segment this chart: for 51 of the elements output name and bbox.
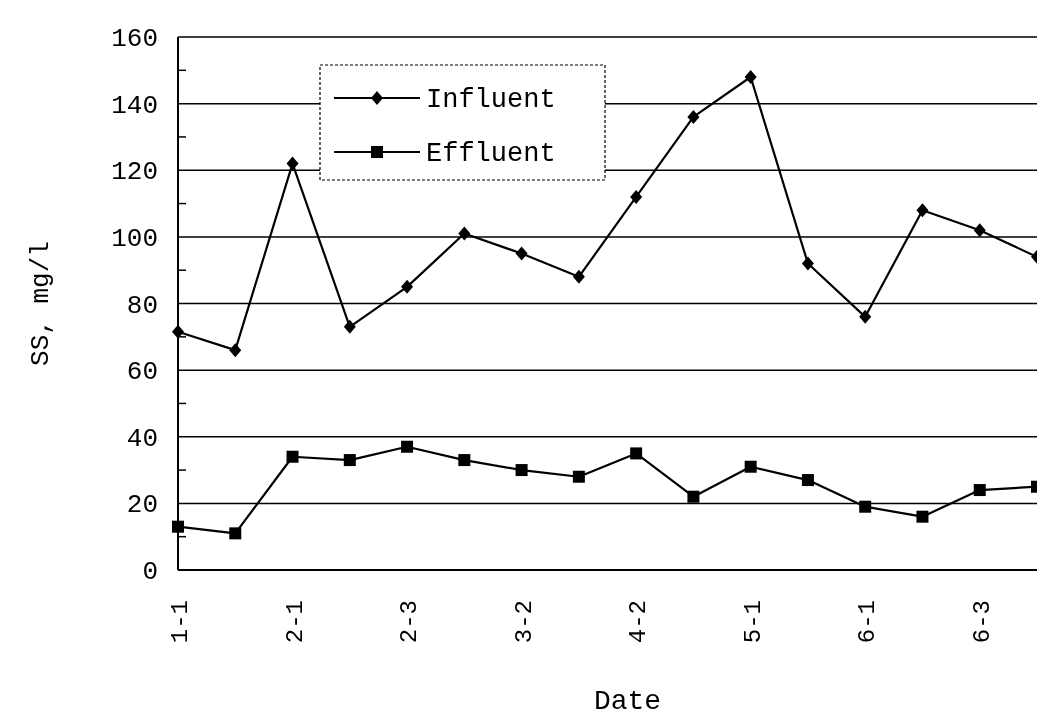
y-tick-label: 120 (111, 157, 158, 188)
y-tick-label: 140 (111, 90, 158, 121)
point (916, 203, 929, 218)
point (687, 490, 700, 503)
point (801, 474, 814, 487)
x-tick-label: 2-3 (396, 600, 424, 644)
point (229, 527, 242, 540)
point (630, 189, 643, 204)
point (973, 223, 986, 238)
y-tick-label: 160 (111, 24, 158, 55)
point (630, 447, 643, 460)
x-tick-label: 4-2 (625, 600, 653, 644)
x-tick-label: 2-1 (281, 600, 309, 644)
point (859, 309, 872, 324)
point (343, 454, 356, 467)
point (286, 450, 299, 463)
point (687, 109, 700, 124)
y-tick-label: 100 (111, 223, 158, 254)
point (401, 279, 414, 294)
point (229, 343, 242, 358)
x-tick-label: 3-2 (510, 600, 538, 644)
point (458, 226, 471, 241)
legend-label: Influent (426, 85, 556, 116)
x-axis-title: Date (593, 686, 662, 717)
point (916, 510, 929, 523)
point (572, 269, 585, 284)
x-tick-label: 5-1 (739, 600, 767, 644)
point (172, 520, 184, 533)
point (859, 500, 872, 513)
point (973, 484, 986, 497)
legend-label: Effluent (426, 139, 556, 170)
y-tick-label: 60 (126, 357, 158, 388)
point (572, 470, 585, 483)
point (343, 319, 356, 334)
point (515, 246, 528, 261)
x-tick-label: 6-1 (854, 600, 882, 644)
y-tick-label: 0 (142, 557, 158, 588)
x-tick-label: 6-3 (968, 600, 996, 644)
point (172, 324, 184, 339)
x-tick-label: 1-1 (167, 600, 194, 644)
point (401, 440, 414, 453)
point (744, 69, 757, 84)
point (744, 460, 757, 473)
point (515, 464, 528, 477)
y-axis-title: SS, mg/l (26, 241, 56, 366)
y-tick-label: 20 (126, 490, 158, 521)
y-tick-label: 40 (126, 423, 158, 454)
point (286, 156, 299, 171)
y-tick-label: 80 (126, 290, 158, 321)
point (801, 256, 814, 271)
point (458, 454, 471, 467)
